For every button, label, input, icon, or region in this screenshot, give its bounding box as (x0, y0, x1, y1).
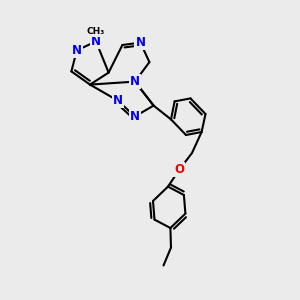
Text: CH₃: CH₃ (86, 27, 104, 36)
Text: O: O (174, 163, 184, 176)
Text: N: N (130, 75, 140, 88)
Text: N: N (72, 44, 82, 57)
Text: N: N (130, 110, 140, 123)
Text: N: N (135, 36, 146, 49)
Text: N: N (112, 94, 123, 107)
Text: N: N (91, 35, 101, 48)
